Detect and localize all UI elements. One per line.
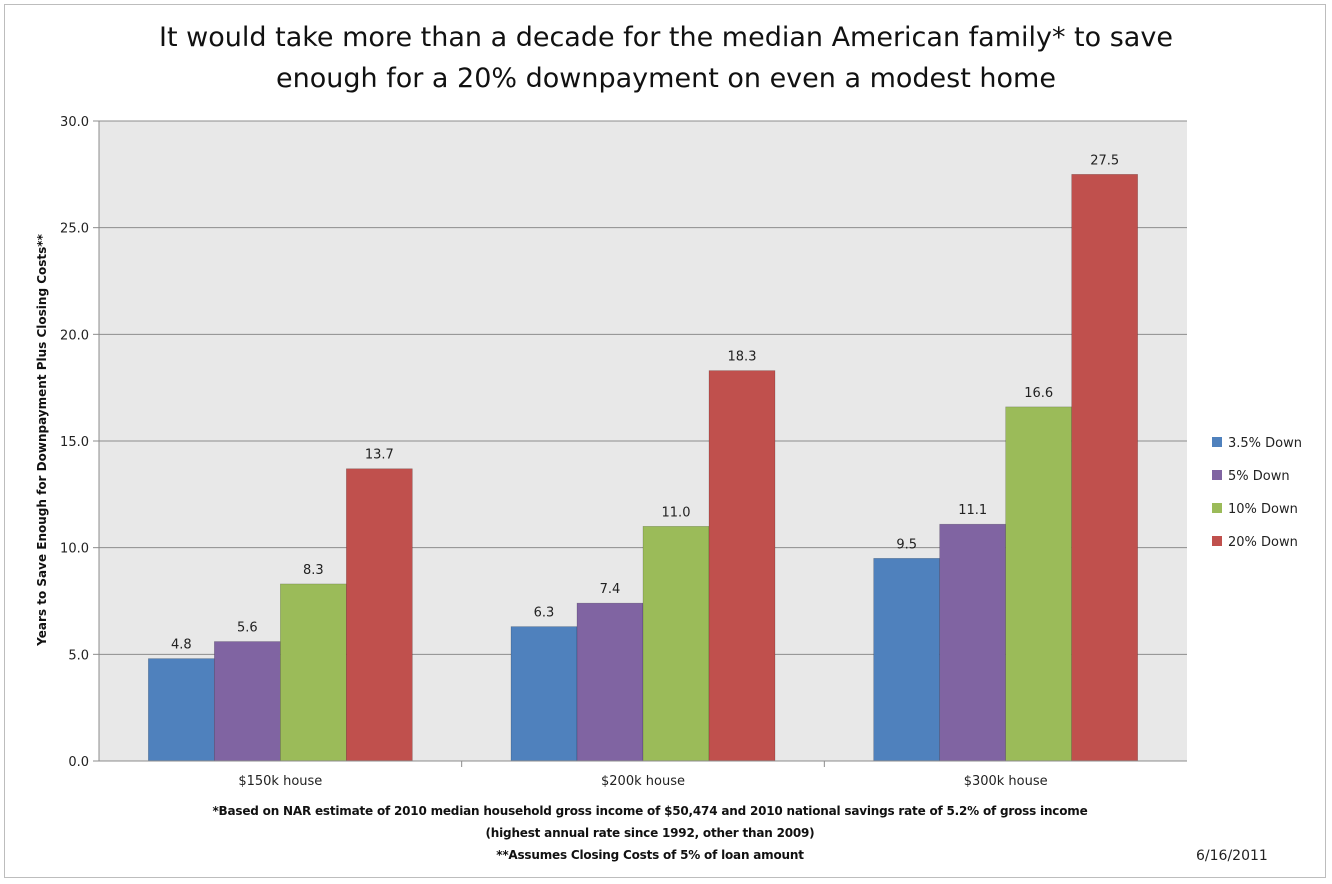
- bar-5-down-1: [214, 641, 281, 762]
- y-tick-label: 0.0: [68, 755, 89, 770]
- legend-swatch: [1212, 503, 1222, 513]
- bar-20-down-2: [708, 370, 776, 762]
- footnote-savings-rate: (highest annual rate since 1992, other t…: [485, 826, 815, 840]
- footnote-income: *Based on NAR estimate of 2010 median ho…: [212, 804, 1088, 818]
- bar-3-5-down-1: [148, 658, 215, 762]
- data-label: 6.3: [534, 606, 555, 621]
- y-tick-label: 15.0: [60, 435, 89, 450]
- data-label: 5.6: [237, 621, 258, 636]
- footnote-closing-costs: **Assumes Closing Costs of 5% of loan am…: [496, 848, 804, 862]
- chart-title-line-1: It would take more than a decade for the…: [159, 22, 1173, 53]
- legend-label: 20% Down: [1228, 535, 1298, 550]
- y-tick-label: 30.0: [60, 115, 89, 130]
- data-label: 8.3: [303, 563, 324, 578]
- y-tick-label: 20.0: [60, 328, 89, 343]
- legend-swatch: [1212, 536, 1222, 546]
- bar-5-down-3: [939, 523, 1006, 762]
- x-tick-label: $200k house: [601, 774, 685, 789]
- data-label: 18.3: [728, 350, 757, 365]
- data-label: 16.6: [1024, 386, 1053, 401]
- data-label: 9.5: [896, 537, 917, 552]
- chart-title-line-2: enough for a 20% downpayment on even a m…: [276, 63, 1056, 94]
- bar-5-down-2: [576, 602, 644, 762]
- y-tick-label: 5.0: [68, 648, 89, 663]
- bar-20-down-3: [1071, 174, 1138, 762]
- legend-label: 5% Down: [1228, 469, 1290, 484]
- bar-10-down-2: [642, 526, 710, 762]
- legend-label: 3.5% Down: [1228, 436, 1302, 451]
- bar-3-5-down-2: [510, 626, 578, 762]
- legend-swatch: [1212, 437, 1222, 447]
- y-axis-label: Years to Save Enough for Downpayment Plu…: [35, 233, 49, 646]
- date-stamp: 6/16/2011: [1196, 848, 1268, 864]
- bar-10-down-3: [1005, 406, 1072, 762]
- bar-3-5-down-3: [873, 558, 940, 762]
- legend-label: 10% Down: [1228, 502, 1298, 517]
- legend-swatch: [1212, 470, 1222, 480]
- x-tick-label: $150k house: [238, 774, 322, 789]
- y-tick-label: 25.0: [60, 222, 89, 237]
- data-label: 4.8: [171, 638, 192, 653]
- data-label: 7.4: [600, 582, 621, 597]
- data-label: 11.0: [662, 505, 691, 520]
- data-label: 13.7: [365, 448, 394, 463]
- bar-20-down-1: [346, 468, 413, 762]
- y-tick-label: 10.0: [60, 542, 89, 557]
- bar-10-down-1: [280, 583, 347, 762]
- data-label: 11.1: [958, 503, 987, 518]
- x-tick-label: $300k house: [964, 774, 1048, 789]
- data-label: 27.5: [1090, 153, 1119, 168]
